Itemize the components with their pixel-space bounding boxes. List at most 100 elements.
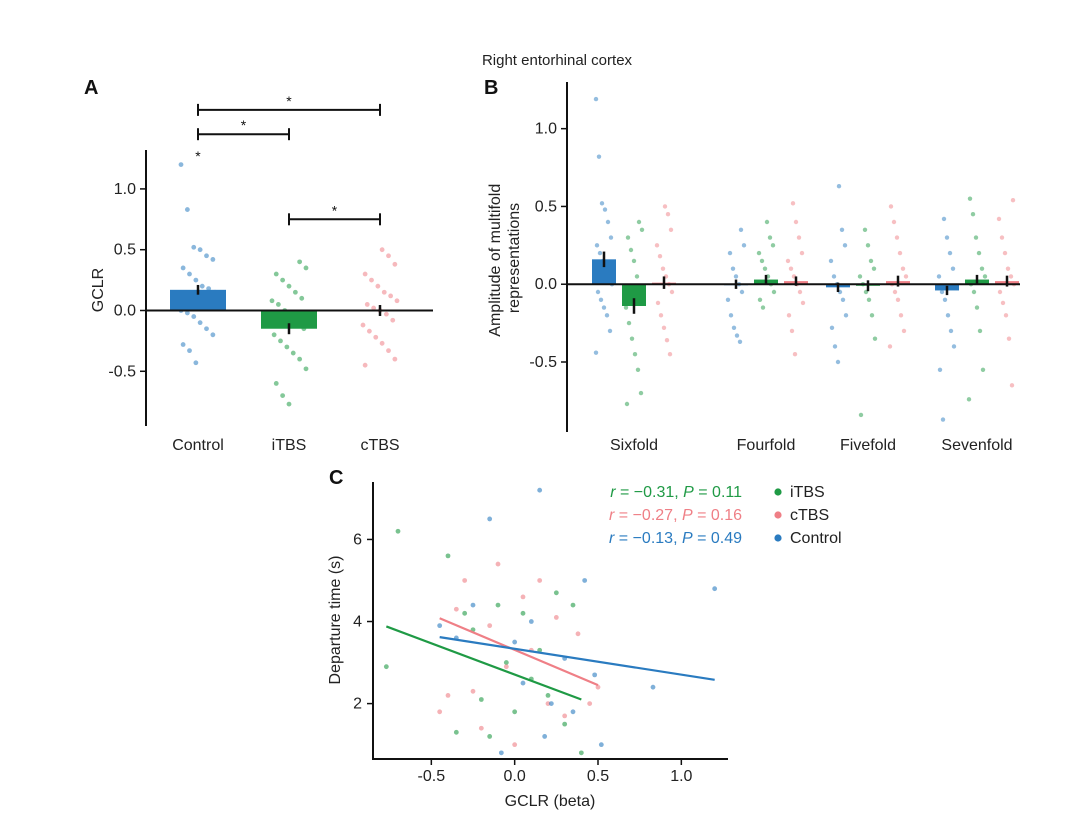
point-itbs <box>578 750 584 756</box>
panel-c-letter: C <box>329 467 343 489</box>
point-itbs <box>290 350 296 356</box>
point-sixfold-control <box>598 297 604 302</box>
panel-b-y-ticks: -0.5 0.0 0.5 1.0 <box>529 121 567 371</box>
fit-line-itbs <box>385 625 582 701</box>
point-sevenfold-control <box>944 235 950 240</box>
y-tick-label: 0.5 <box>535 198 557 215</box>
point-ctbs <box>366 328 372 334</box>
point-ctbs <box>392 356 398 362</box>
point-sixfold-itbs <box>625 235 631 240</box>
point-itbs <box>553 590 559 596</box>
point-itbs <box>269 298 275 304</box>
point-ctbs <box>445 692 451 698</box>
x-tick-label: 0.5 <box>587 768 609 785</box>
panel-b: B -0.50.00.51.0 Sixfold Fourfold Fivefold S… <box>484 77 1020 454</box>
point-ctbs <box>390 317 396 323</box>
stat-p-value: = 0.16 <box>693 507 742 524</box>
panel-a: A * * * -0.5 0.0 0.5 1.0 Control iTBS cTBS * GC… <box>84 77 433 454</box>
y-tick-label: 0.5 <box>114 242 136 259</box>
point-fivefold-control <box>842 243 848 248</box>
point-ctbs <box>487 623 493 629</box>
point-fivefold-ctbs <box>895 297 901 302</box>
point-itbs <box>562 721 568 727</box>
panel-c-fit-lines <box>385 617 715 701</box>
point-itbs <box>453 729 459 735</box>
legend-label-itbs: iTBS <box>790 484 825 501</box>
point-fivefold-control <box>836 184 842 189</box>
point-control <box>193 360 199 366</box>
point-sixfold-itbs <box>629 336 635 341</box>
stat-itbs: r = −0.31, P = 0.11 <box>610 484 742 501</box>
point-fivefold-control <box>835 359 841 365</box>
point-sevenfold-control <box>939 289 945 295</box>
point-sixfold-itbs <box>634 274 640 279</box>
point-fivefold-itbs <box>871 266 877 271</box>
point-fivefold-itbs <box>865 243 871 248</box>
point-sevenfold-control <box>942 297 948 302</box>
point-fivefold-ctbs <box>903 274 909 279</box>
point-fivefold-control <box>829 325 835 330</box>
point-sevenfold-control <box>950 266 956 271</box>
point-sixfold-itbs <box>632 352 638 357</box>
panel-b-points <box>593 96 1017 422</box>
point-control <box>191 244 197 250</box>
point-fivefold-itbs <box>862 227 868 232</box>
legend-marker-itbs <box>774 488 782 496</box>
point-sixfold-ctbs <box>655 300 661 306</box>
point-sixfold-ctbs <box>658 313 664 318</box>
point-control <box>582 578 588 583</box>
point-ctbs <box>364 302 370 307</box>
y-tick-label: 0.0 <box>535 276 557 293</box>
point-sevenfold-itbs <box>977 328 983 334</box>
x-label-fivefold: Fivefold <box>840 437 896 454</box>
point-sevenfold-itbs <box>974 305 980 310</box>
panel-b-x-labels: Sixfold Fourfold Fivefold Sevenfold <box>610 437 1013 454</box>
fit-line-control <box>439 636 715 681</box>
point-itbs <box>303 366 309 372</box>
point-sixfold-itbs <box>631 258 637 264</box>
point-sevenfold-ctbs <box>1000 300 1006 306</box>
point-ctbs <box>369 277 374 283</box>
stat-p-symbol: P <box>683 484 694 501</box>
point-fourfold-control <box>738 227 744 232</box>
point-fivefold-ctbs <box>901 328 907 334</box>
point-fourfold-itbs <box>770 243 776 248</box>
point-ctbs <box>437 709 443 715</box>
point-control <box>199 283 205 289</box>
point-fourfold-itbs <box>767 235 773 240</box>
point-ctbs <box>462 578 468 583</box>
point-control <box>537 487 543 493</box>
point-fivefold-ctbs <box>891 219 897 225</box>
point-ctbs <box>503 664 509 670</box>
point-fourfold-itbs <box>771 289 777 295</box>
point-fivefold-control <box>839 227 845 232</box>
point-itbs <box>503 660 509 665</box>
point-sixfold-ctbs <box>669 289 675 295</box>
point-control <box>206 286 212 292</box>
point-sixfold-ctbs <box>657 254 663 259</box>
point-itbs <box>512 709 518 715</box>
point-fivefold-control <box>840 297 846 302</box>
panel-b-bars <box>592 259 1019 306</box>
fit-line-ctbs <box>439 617 599 687</box>
point-sixfold-itbs <box>636 219 642 225</box>
point-control <box>204 253 209 259</box>
point-sevenfold-control <box>936 274 942 279</box>
x-label-sevenfold: Sevenfold <box>941 437 1012 454</box>
point-ctbs <box>495 561 501 567</box>
point-control <box>193 277 199 283</box>
panel-a-brackets: * * * <box>197 93 381 226</box>
point-ctbs <box>381 289 387 295</box>
point-control <box>598 742 604 748</box>
panel-c-legend: iTBS cTBS Control <box>774 484 842 547</box>
point-itbs <box>284 344 290 350</box>
point-sixfold-control <box>602 207 608 212</box>
point-sixfold-ctbs <box>661 325 667 330</box>
panel-c: C 2 4 6 -0.5 0.0 0.5 1.0 GCLR (beta) Departur… <box>327 467 842 810</box>
point-itbs <box>478 697 484 702</box>
point-sixfold-control <box>605 219 611 225</box>
panel-a-annotations: * <box>195 148 201 164</box>
point-sevenfold-itbs <box>982 274 988 279</box>
panel-c-x-ticks: -0.5 0.0 0.5 1.0 <box>418 759 693 785</box>
point-ctbs <box>470 688 476 694</box>
